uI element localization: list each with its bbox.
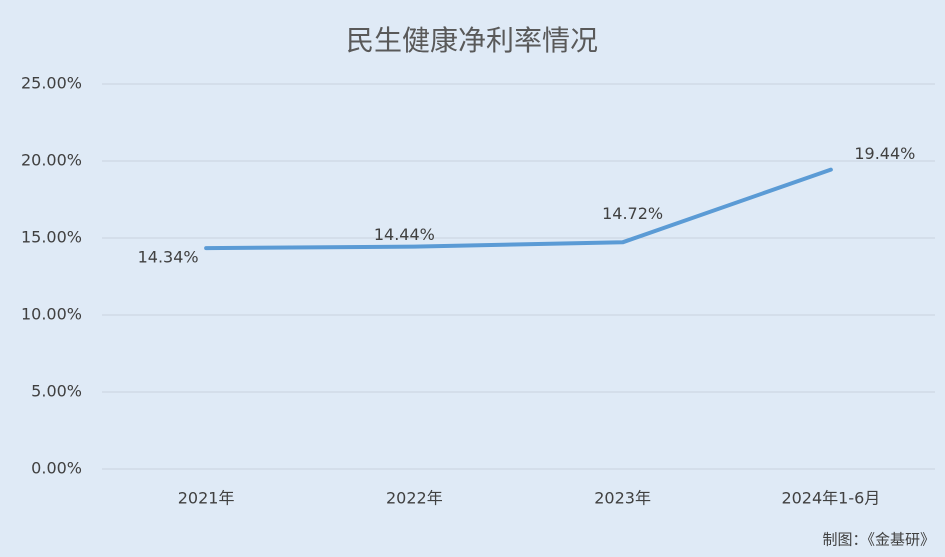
y-tick-label: 20.00% — [21, 151, 82, 170]
data-label: 14.44% — [374, 225, 435, 244]
y-tick-label: 15.00% — [21, 228, 82, 247]
data-label: 14.34% — [138, 248, 199, 267]
x-tick-label: 2023年 — [594, 489, 651, 508]
x-tick-label: 2022年 — [386, 489, 443, 508]
chart-title: 民生健康净利率情况 — [346, 24, 598, 57]
x-tick-label: 2024年1-6月 — [781, 489, 880, 508]
line — [204, 167, 833, 251]
y-tick-label: 25.00% — [21, 74, 82, 93]
data-label: 14.72% — [602, 204, 663, 223]
data-label: 19.44% — [854, 144, 915, 163]
x-tick-label: 2021年 — [178, 489, 235, 508]
y-tick-label: 5.00% — [31, 382, 82, 401]
y-tick-label: 0.00% — [31, 459, 82, 478]
credit: 制图：《金基研》 — [822, 531, 935, 549]
y-tick-label: 10.00% — [21, 305, 82, 324]
